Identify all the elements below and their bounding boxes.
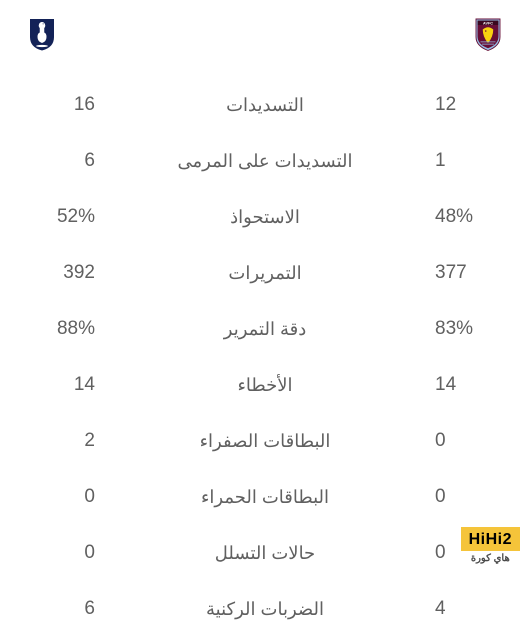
stats-container: AVFC 12 التسديدات 16 1 التسديدات على الم xyxy=(0,0,530,637)
stat-row: 83% دقة التمرير 88% xyxy=(25,301,505,357)
stat-away-value: 14 xyxy=(435,374,505,396)
stat-home-value: 6 xyxy=(25,150,95,172)
stat-away-value: 12 xyxy=(435,94,505,116)
stat-row: 0 البطاقات الحمراء 0 xyxy=(25,469,505,525)
away-team-crest: AVFC xyxy=(471,15,505,53)
stat-away-value: 48% xyxy=(435,206,505,228)
stat-home-value: 52% xyxy=(25,206,95,228)
stat-away-value: 1 xyxy=(435,150,505,172)
stat-row: 4 الضربات الركنية 6 xyxy=(25,581,505,637)
stat-label: الضربات الركنية xyxy=(95,599,435,620)
stat-label: التسديدات xyxy=(95,95,435,116)
stats-list: 12 التسديدات 16 1 التسديدات على المرمى 6… xyxy=(25,77,505,637)
stat-label: التسديدات على المرمى xyxy=(95,151,435,172)
stat-row: 48% الاستحواذ 52% xyxy=(25,189,505,245)
stat-away-value: 377 xyxy=(435,262,505,284)
stat-away-value: 0 xyxy=(435,430,505,452)
stat-home-value: 16 xyxy=(25,94,95,116)
stat-label: البطاقات الحمراء xyxy=(95,487,435,508)
stat-away-value: 4 xyxy=(435,598,505,620)
stat-row: 14 الأخطاء 14 xyxy=(25,357,505,413)
stat-home-value: 14 xyxy=(25,374,95,396)
stat-row: 0 حالات التسلل 0 xyxy=(25,525,505,581)
stat-away-value: 0 xyxy=(435,542,505,564)
stat-home-value: 392 xyxy=(25,262,95,284)
stat-label: البطاقات الصفراء xyxy=(95,431,435,452)
teams-header: AVFC xyxy=(25,15,505,53)
aston-villa-crest-icon: AVFC xyxy=(473,16,503,52)
stat-home-value: 88% xyxy=(25,318,95,340)
stat-label: دقة التمرير xyxy=(95,319,435,340)
stat-home-value: 6 xyxy=(25,598,95,620)
stat-home-value: 0 xyxy=(25,542,95,564)
stat-row: 12 التسديدات 16 xyxy=(25,77,505,133)
stat-home-value: 0 xyxy=(25,486,95,508)
stat-home-value: 2 xyxy=(25,430,95,452)
stat-label: حالات التسلل xyxy=(95,543,435,564)
stat-away-value: 0 xyxy=(435,486,505,508)
stat-label: التمريرات xyxy=(95,263,435,284)
stat-label: الاستحواذ xyxy=(95,207,435,228)
home-team-crest xyxy=(25,15,59,53)
stat-away-value: 83% xyxy=(435,318,505,340)
stat-row: 0 البطاقات الصفراء 2 xyxy=(25,413,505,469)
stat-row: 377 التمريرات 392 xyxy=(25,245,505,301)
stat-row: 1 التسديدات على المرمى 6 xyxy=(25,133,505,189)
svg-text:AVFC: AVFC xyxy=(483,21,493,25)
stat-label: الأخطاء xyxy=(95,375,435,396)
tottenham-crest-icon xyxy=(27,16,57,52)
